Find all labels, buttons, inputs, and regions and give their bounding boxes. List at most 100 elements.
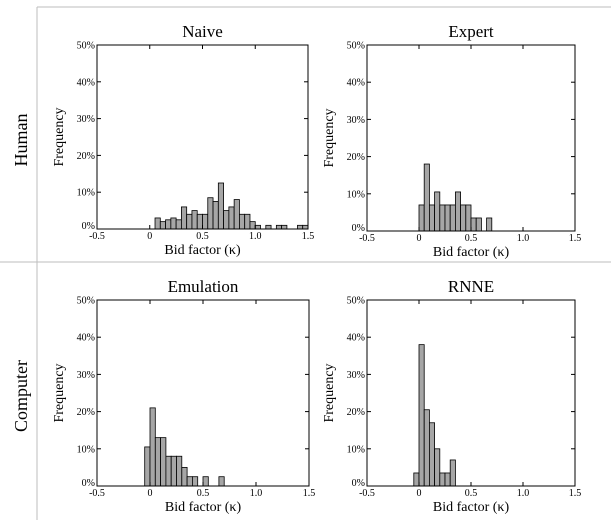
y-tick-label-rnne-1: 10% (347, 444, 365, 455)
x-tick-label-emulation-2: 0.5 (197, 488, 210, 499)
y-tick-label-naive-2: 20% (77, 151, 95, 162)
x-tick-label-rnne-0: -0.5 (359, 488, 375, 499)
bar-naive-17 (244, 213, 251, 230)
x-tick-label-emulation-4: 1.5 (303, 488, 316, 499)
bar-expert-6 (449, 204, 456, 232)
x-tick-label-expert-0: -0.5 (359, 233, 375, 244)
plot-frame-expert (366, 44, 576, 232)
bar-expert-7 (454, 191, 461, 232)
bar-naive-19 (254, 224, 261, 230)
panel-rnne: RNNE 0% 10% 20% 30% 40% 50% -0.5 0 0.5 1.0 1.5 Bid f… (322, 277, 581, 515)
bar-expert-8 (460, 204, 467, 232)
bar-naive-23 (297, 224, 304, 230)
bar-emulation-2 (154, 437, 162, 487)
y-tick-label-rnne-0: 0% (352, 478, 365, 489)
bar-naive-14 (228, 206, 235, 230)
x-axis-label-expert: Bid factor (κ) (433, 245, 510, 260)
bar-expert-10 (470, 217, 477, 232)
bar-naive-2 (165, 219, 172, 230)
panel-emulation: Emulation 0% 10% 20% 30% 40% 50% -0.5 0 0.5 1.0 1.5… (52, 277, 315, 515)
bar-expert-11 (475, 217, 482, 232)
bar-naive-20 (265, 224, 272, 230)
y-tick-label-expert-2: 20% (347, 152, 365, 163)
bar-rnne-2 (423, 409, 430, 487)
bar-naive-18 (249, 221, 256, 230)
y-tick-label-emulation-3: 30% (77, 370, 95, 381)
x-tick-label-emulation-3: 1.0 (250, 488, 263, 499)
bar-expert-2 (428, 204, 435, 232)
y-tick-label-expert-0: 0% (352, 223, 365, 234)
y-axis-label-naive: Frequency (52, 107, 67, 166)
x-tick-label-rnne-1: 0 (417, 488, 422, 499)
x-tick-label-expert-3: 1.0 (517, 233, 530, 244)
y-tick-label-rnne-4: 40% (347, 333, 365, 344)
y-tick-label-emulation-0: 0% (82, 478, 95, 489)
panel-title-emulation: Emulation (168, 277, 239, 296)
y-tick-label-emulation-1: 10% (77, 444, 95, 455)
bar-emulation-7 (181, 466, 188, 487)
x-tick-label-naive-2: 0.5 (196, 231, 209, 242)
bar-rnne-4 (434, 448, 441, 487)
x-tick-label-expert-1: 0 (417, 233, 422, 244)
row-label-human: Human (11, 114, 31, 167)
y-tick-label-naive-1: 10% (77, 188, 95, 199)
panel-title-naive: Naive (182, 22, 223, 41)
bar-emulation-0 (144, 446, 151, 487)
bar-naive-6 (186, 213, 193, 230)
y-tick-label-naive-4: 40% (77, 77, 95, 88)
y-axis-label-expert: Frequency (322, 108, 337, 167)
x-tick-label-rnne-4: 1.5 (569, 488, 582, 499)
bar-expert-5 (444, 204, 451, 232)
panel-title-expert: Expert (448, 22, 494, 41)
x-axis-label-rnne: Bid factor (κ) (433, 500, 510, 515)
bar-emulation-9 (191, 476, 199, 487)
y-tick-label-expert-3: 30% (347, 115, 365, 126)
y-tick-label-emulation-4: 40% (77, 333, 95, 344)
bar-naive-11 (212, 200, 219, 230)
bar-rnne-5 (439, 472, 446, 487)
bar-naive-22 (281, 224, 288, 230)
x-tick-label-emulation-1: 0 (148, 488, 153, 499)
bar-emulation-5 (170, 455, 177, 487)
bar-expert-4 (439, 204, 446, 232)
bar-naive-8 (196, 213, 203, 230)
y-tick-label-rnne-2: 20% (347, 407, 365, 418)
bar-naive-7 (191, 210, 198, 230)
bar-emulation-11 (218, 476, 225, 487)
x-tick-label-expert-4: 1.5 (569, 233, 582, 244)
bar-expert-1 (423, 163, 430, 232)
y-tick-label-expert-4: 40% (347, 78, 365, 89)
bar-emulation-1 (149, 407, 156, 487)
x-tick-label-rnne-3: 1.0 (517, 488, 530, 499)
bar-rnne-6 (444, 472, 451, 487)
bar-emulation-6 (176, 455, 183, 487)
x-axis-label-naive: Bid factor (κ) (164, 243, 241, 258)
bar-naive-4 (175, 219, 182, 230)
x-axis-label-emulation: Bid factor (κ) (165, 500, 242, 515)
y-tick-label-emulation-2: 20% (77, 407, 95, 418)
bar-emulation-10 (202, 476, 209, 487)
plot-frame-naive (96, 44, 309, 230)
plot-frame-emulation (96, 299, 310, 487)
bar-expert-12 (486, 217, 493, 232)
bar-rnne-1 (418, 344, 425, 487)
x-tick-label-naive-0: -0.5 (89, 231, 105, 242)
bar-naive-5 (180, 206, 188, 230)
bar-emulation-3 (160, 437, 167, 487)
y-tick-label-expert-5: 50% (347, 41, 365, 52)
y-tick-label-naive-3: 30% (77, 114, 95, 125)
bar-naive-10 (207, 197, 214, 230)
bar-emulation-4 (165, 455, 172, 487)
bar-rnne-0 (413, 472, 420, 487)
panel-title-rnne: RNNE (448, 277, 494, 296)
bar-naive-15 (233, 199, 240, 230)
y-tick-label-emulation-5: 50% (77, 296, 95, 307)
x-tick-label-expert-2: 0.5 (465, 233, 478, 244)
panel-naive: Naive 0% 10% 20% 30% 40% 50% -0.5 0 0.5 1.0 1.5 Bid … (52, 22, 314, 258)
y-axis-label-emulation: Frequency (52, 363, 67, 422)
bar-expert-0 (418, 204, 425, 232)
x-tick-label-naive-4: 1.5 (302, 231, 315, 242)
bar-naive-12 (217, 182, 224, 230)
panel-expert: Expert 0% 10% 20% 30% 40% 50% -0.5 0 0.5 1.0 1.5 Bid… (322, 22, 581, 260)
